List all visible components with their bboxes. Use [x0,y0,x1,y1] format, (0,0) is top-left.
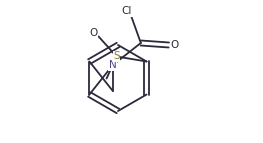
Text: Cl: Cl [122,6,132,16]
Text: O: O [171,40,179,50]
Text: O: O [89,28,98,38]
Text: N: N [109,60,117,70]
Text: S: S [113,51,120,61]
